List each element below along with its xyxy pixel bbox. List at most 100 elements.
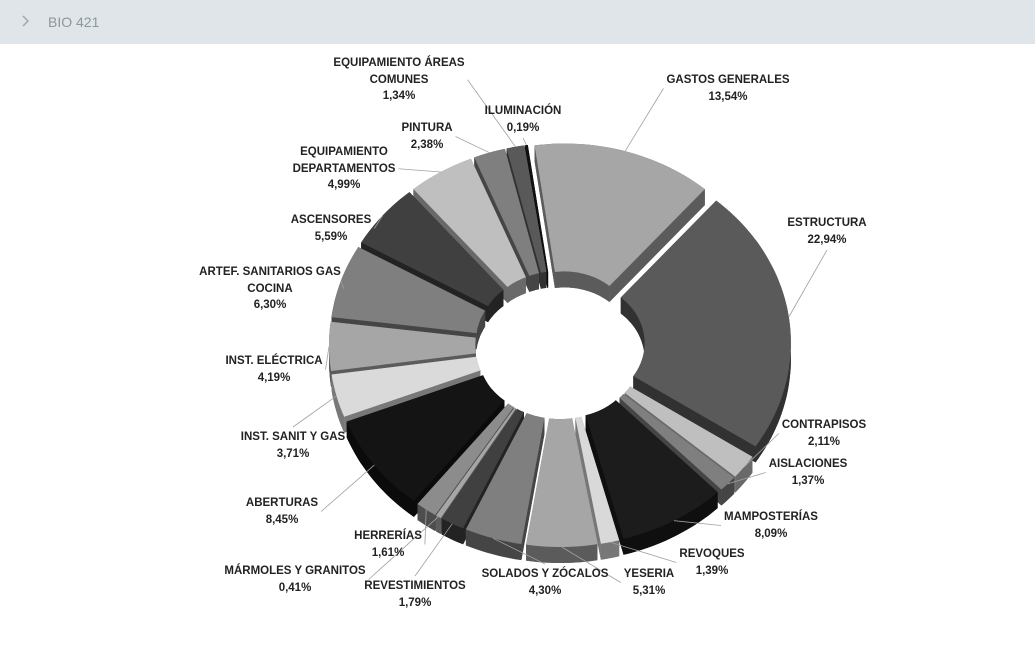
- label-name: REVESTIMIENTOS: [364, 580, 466, 592]
- slice-depth-shade: [465, 529, 522, 560]
- label-name: ILUMINACIÓN: [484, 105, 562, 117]
- slice-label: SOLADOS Y ZÓCALOS 4,30%: [482, 566, 609, 599]
- leader-line: [340, 280, 345, 289]
- slice-label: AISLACIONES 1,37%: [769, 456, 848, 489]
- slice: [619, 394, 735, 490]
- label-value: 1,61%: [371, 546, 405, 559]
- label-name: PINTURA: [401, 122, 453, 134]
- slice-group: [465, 413, 545, 560]
- slice-depth: [526, 544, 598, 563]
- label-value: 1,34%: [382, 90, 416, 102]
- leader-line: [455, 136, 490, 154]
- label-value: 5,59%: [314, 230, 348, 243]
- slice-depth: [507, 277, 526, 303]
- slice: [346, 375, 505, 501]
- label-name: ASCENSORES: [290, 214, 372, 226]
- slice-label: GASTOS GENERALES 13,54%: [666, 72, 789, 105]
- slice-label: ABERTURAS 8,45%: [246, 495, 318, 528]
- label-value: 13,54%: [708, 90, 748, 103]
- leader-line: [398, 168, 441, 173]
- leader-line: [320, 464, 375, 512]
- slice-depth: [633, 376, 756, 463]
- label-value: 8,09%: [754, 527, 788, 540]
- slice: [329, 321, 476, 371]
- slice-depth-shade: [521, 417, 545, 560]
- slice-label: YESERIA 5,31%: [624, 566, 675, 599]
- chevron-icon: [22, 15, 29, 27]
- slice-label: PINTURA 2,38%: [401, 120, 452, 153]
- slice-label: REVOQUES 1,39%: [679, 546, 744, 579]
- leader-line: [673, 520, 722, 526]
- slice: [441, 408, 524, 529]
- label-value: 1,39%: [695, 564, 729, 577]
- slice: [526, 418, 598, 547]
- slice: [620, 200, 791, 447]
- label-name: YESERIA: [623, 568, 675, 580]
- slice-label: REVESTIMIENTOS 1,79%: [364, 578, 465, 611]
- slice-depth: [585, 415, 624, 555]
- slice-depth-shade: [346, 421, 414, 517]
- label-name: REVOQUES: [679, 548, 745, 560]
- slice-label: ILUMINACIÓN 0,19%: [485, 103, 562, 136]
- label-name: INST. ELÉCTRICA: [225, 355, 323, 367]
- label-name: ARTEF. SANITARIOS GAS COCINA: [199, 266, 341, 295]
- leader-line: [325, 346, 330, 370]
- label-name: SOLADOS Y ZÓCALOS: [481, 568, 609, 580]
- slice-depth-shade: [331, 374, 345, 433]
- leader-line: [743, 433, 780, 468]
- slice: [525, 145, 549, 272]
- slice-depth-shade: [534, 145, 555, 288]
- label-value: 2,38%: [410, 138, 444, 151]
- label-name: CONTRAPISOS: [781, 419, 867, 431]
- slice-depth-shade: [623, 492, 718, 555]
- label-value: 3,71%: [276, 447, 310, 460]
- slice: [534, 143, 705, 286]
- slice-label: INST. ELÉCTRICA 4,19%: [225, 353, 322, 386]
- slice-label: CONTRAPISOS 2,11%: [782, 417, 866, 450]
- leader-line: [609, 541, 677, 563]
- slice-depth: [623, 492, 718, 555]
- label-value: 2,11%: [808, 435, 840, 448]
- label-value: 1,37%: [791, 474, 825, 487]
- slice-depth-shade: [585, 415, 624, 555]
- leader-line: [788, 249, 828, 318]
- slice-depth: [521, 417, 545, 560]
- leader-line: [368, 516, 439, 580]
- label-value: 5,31%: [632, 584, 666, 597]
- label-name: INST. SANIT Y GAS: [240, 431, 346, 443]
- label-name: MAMPOSTERÍAS: [724, 511, 818, 523]
- label-value: 22,94%: [807, 233, 847, 246]
- label-value: 0,41%: [278, 581, 312, 594]
- leader-line: [727, 472, 766, 485]
- leader-line: [373, 215, 384, 229]
- slice-depth: [575, 417, 601, 560]
- slice-group: [526, 418, 598, 563]
- slice: [465, 413, 545, 544]
- label-value: 1,79%: [398, 596, 432, 609]
- label-name: EQUIPAMIENTO ÁREAS COMUNES: [333, 57, 465, 86]
- slice: [331, 356, 481, 417]
- header-title: BIO 421: [48, 14, 100, 30]
- slice-label: EQUIPAMIENTO DEPARTAMENTOS 4,99%: [293, 144, 396, 194]
- slice: [474, 148, 539, 276]
- slice-label: ASCENSORES 5,59%: [291, 212, 372, 245]
- slice-label: MÁRMOLES Y GRANITOS 0,41%: [224, 563, 365, 596]
- slice: [506, 145, 547, 273]
- label-name: MÁRMOLES Y GRANITOS: [224, 565, 366, 577]
- slice-depth: [600, 540, 620, 560]
- slice-depth-shade: [575, 417, 601, 560]
- label-name: ABERTURAS: [245, 497, 319, 509]
- label-value: 8,45%: [265, 513, 299, 526]
- leader-line: [522, 137, 527, 146]
- label-name: AISLACIONES: [768, 458, 848, 470]
- label-value: 4,99%: [327, 179, 361, 191]
- slice-depth: [465, 529, 522, 560]
- slice-label: ESTRUCTURA 22,94%: [787, 215, 866, 248]
- slice-depth: [331, 374, 345, 433]
- label-name: GASTOS GENERALES: [666, 74, 790, 86]
- leader-line: [467, 79, 516, 148]
- slice-depth-shade: [507, 277, 526, 303]
- slice-label: MAMPOSTERÍAS 8,09%: [724, 509, 818, 542]
- label-value: 6,30%: [253, 299, 287, 311]
